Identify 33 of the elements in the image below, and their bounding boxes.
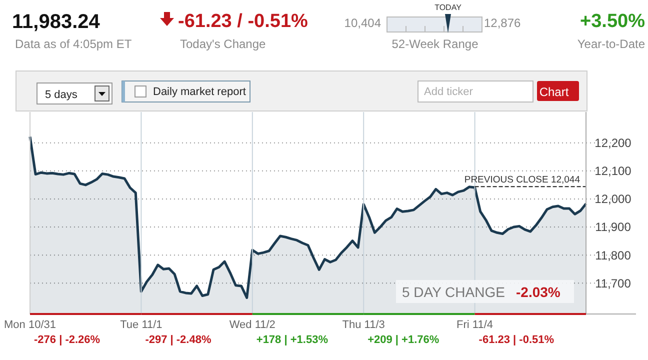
text: Data as of 4:05pm ET [15,37,132,51]
text: Today's Change [180,37,266,51]
y-tick-label: 11,900 [595,220,632,234]
y-tick-label: 11,700 [595,276,632,290]
text: -276 | -2.26% [34,334,100,346]
ref-line-label: PREVIOUS CLOSE 12,044 [464,174,580,186]
y-tick-label: 12,000 [594,192,632,206]
text: +209 | +1.76% [368,334,440,346]
y-tick-label: 12,100 [594,164,632,178]
annotation: 5 DAY CHANGE [402,284,505,300]
x-tick-label: Fri 11/4 [456,319,494,331]
text: Chart [539,85,570,99]
text: TODAY [434,3,462,12]
text: -297 | -2.48% [145,334,212,346]
x-tick-label: Tue 11/1 [120,319,162,331]
text: 11,983.24 [12,11,101,33]
x-tick-label: Wed 11/2 [229,319,276,331]
y-tick-label: 11,800 [595,248,632,262]
text: -61.23 | -0.51% [478,334,554,346]
text: Year-to-Date [577,37,646,51]
x-tick-label: Thu 11/3 [342,319,385,331]
text: Add ticker [424,86,474,98]
annotation: -2.03% [516,284,561,300]
text: Daily market report [153,86,246,98]
text: 52-Week Range [392,37,479,51]
text: +3.50% [580,11,646,32]
text: 12,876 [484,16,522,30]
y-tick-label: 12,200 [594,136,632,150]
text: -61.23 / -0.51% [178,11,308,32]
x-tick-label: Mon 10/31 [4,319,56,331]
text: 10,404 [344,16,382,30]
text: 5 days [45,89,78,101]
text: +178 | +1.53% [256,334,328,346]
